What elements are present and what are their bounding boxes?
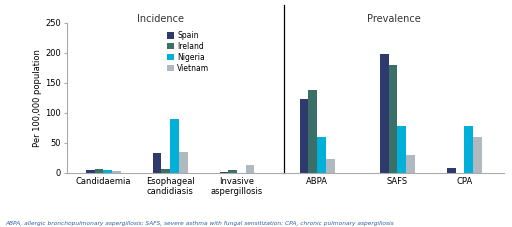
Legend: Spain, Ireland, Nigeria, Vietnam: Spain, Ireland, Nigeria, Vietnam	[167, 31, 209, 73]
Bar	[95, 169, 103, 173]
Bar	[161, 169, 170, 173]
Bar	[112, 171, 121, 173]
Bar	[86, 170, 95, 173]
Bar	[220, 172, 228, 173]
Bar	[447, 168, 456, 173]
Y-axis label: Per 100,000 population: Per 100,000 population	[33, 49, 42, 147]
Text: ABPA, allergic bronchopulmonary aspergillosis; SAFS, severe asthma with fungal s: ABPA, allergic bronchopulmonary aspergil…	[5, 221, 394, 226]
Bar	[380, 54, 389, 173]
Bar	[309, 90, 317, 173]
Bar	[170, 118, 179, 173]
Bar	[397, 126, 406, 173]
Bar	[153, 153, 161, 173]
Text: Prevalence: Prevalence	[367, 14, 421, 24]
Bar	[179, 152, 187, 173]
Bar	[464, 126, 473, 173]
Bar	[326, 159, 334, 173]
Bar	[228, 170, 237, 173]
Bar	[246, 165, 254, 173]
Bar	[103, 170, 112, 173]
Bar	[389, 65, 397, 173]
Bar	[406, 155, 415, 173]
Bar	[300, 99, 309, 173]
Bar	[473, 137, 482, 173]
Text: Incidence: Incidence	[137, 14, 184, 24]
Bar	[317, 137, 326, 173]
